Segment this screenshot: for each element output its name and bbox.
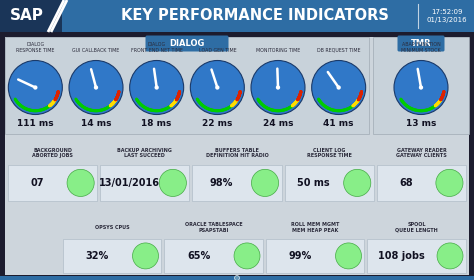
Circle shape — [33, 85, 37, 90]
Circle shape — [394, 60, 448, 115]
Text: 24 ms: 24 ms — [263, 120, 293, 129]
Text: MONITORING TIME: MONITORING TIME — [256, 48, 300, 53]
FancyBboxPatch shape — [266, 239, 365, 273]
Text: ROLL MEM MGMT
MEM HEAP PEAK: ROLL MEM MGMT MEM HEAP PEAK — [291, 222, 339, 233]
Text: ABAP FUNCTION
MINIMUM STOCK: ABAP FUNCTION MINIMUM STOCK — [401, 42, 441, 53]
Text: BUFFERS TABLE
DEFINITION HIT RADIO: BUFFERS TABLE DEFINITION HIT RADIO — [206, 148, 268, 158]
FancyBboxPatch shape — [0, 0, 62, 32]
FancyBboxPatch shape — [373, 37, 469, 134]
Text: 99%: 99% — [289, 251, 312, 261]
Circle shape — [252, 169, 279, 197]
Circle shape — [436, 169, 463, 197]
Circle shape — [344, 169, 371, 197]
Circle shape — [69, 60, 123, 115]
Text: 41 ms: 41 ms — [323, 120, 354, 129]
Text: CLIENT LOG
RESPONSE TIME: CLIENT LOG RESPONSE TIME — [307, 148, 352, 158]
Text: DIALOG
RESPONSE TIME: DIALOG RESPONSE TIME — [16, 42, 55, 53]
Text: 13 ms: 13 ms — [406, 120, 436, 129]
FancyBboxPatch shape — [5, 37, 469, 275]
Text: DB REQUEST TIME: DB REQUEST TIME — [317, 48, 360, 53]
Circle shape — [9, 60, 63, 115]
Text: BACKUP ARCHIVING
LAST SUCCEED: BACKUP ARCHIVING LAST SUCCEED — [118, 148, 172, 158]
Text: 32%: 32% — [86, 251, 109, 261]
Text: SPOOL
QUEUE LENGTH: SPOOL QUEUE LENGTH — [395, 222, 438, 233]
Circle shape — [133, 243, 158, 269]
FancyBboxPatch shape — [5, 37, 369, 134]
Text: ORACLE TABLESPACE
PSAPSTABI: ORACLE TABLESPACE PSAPSTABI — [185, 222, 243, 233]
Circle shape — [312, 60, 365, 115]
FancyBboxPatch shape — [0, 276, 474, 280]
Circle shape — [215, 85, 219, 90]
Text: 98%: 98% — [210, 178, 233, 188]
Circle shape — [251, 60, 305, 115]
FancyBboxPatch shape — [367, 239, 466, 273]
Text: 111 ms: 111 ms — [17, 120, 54, 129]
FancyBboxPatch shape — [192, 165, 282, 201]
Text: GUI CALLBACK TIME: GUI CALLBACK TIME — [73, 48, 119, 53]
Circle shape — [159, 169, 186, 197]
Circle shape — [337, 85, 341, 90]
Text: 14 ms: 14 ms — [81, 120, 111, 129]
Text: 18 ms: 18 ms — [141, 120, 172, 129]
Text: LOAD GEN TIME: LOAD GEN TIME — [199, 48, 236, 53]
FancyBboxPatch shape — [398, 36, 445, 52]
Circle shape — [191, 60, 244, 115]
FancyBboxPatch shape — [100, 165, 190, 201]
FancyBboxPatch shape — [63, 239, 162, 273]
Text: 13/01/2016: 13/01/2016 — [99, 178, 160, 188]
Text: 01/13/2016: 01/13/2016 — [427, 17, 467, 23]
Text: DIALOG: DIALOG — [169, 39, 205, 48]
Text: 108 jobs: 108 jobs — [378, 251, 425, 261]
Text: TMR: TMR — [410, 39, 431, 48]
Circle shape — [67, 169, 94, 197]
Circle shape — [235, 276, 239, 280]
Circle shape — [437, 243, 463, 269]
FancyBboxPatch shape — [8, 165, 97, 201]
Text: 22 ms: 22 ms — [202, 120, 233, 129]
Circle shape — [419, 85, 423, 90]
Text: OPSYS CPUS: OPSYS CPUS — [95, 225, 129, 230]
FancyBboxPatch shape — [0, 0, 474, 32]
Text: KEY PERFORMANCE INDICATORS: KEY PERFORMANCE INDICATORS — [121, 8, 389, 22]
Text: SAP: SAP — [10, 8, 44, 24]
Text: BACKGROUND
ABORTED JOBS: BACKGROUND ABORTED JOBS — [32, 148, 73, 158]
FancyBboxPatch shape — [146, 36, 228, 52]
FancyBboxPatch shape — [164, 239, 263, 273]
Circle shape — [336, 243, 362, 269]
Text: 68: 68 — [399, 178, 413, 188]
Circle shape — [276, 85, 280, 90]
FancyBboxPatch shape — [377, 165, 466, 201]
Circle shape — [155, 85, 159, 90]
Text: 50 ms: 50 ms — [297, 178, 330, 188]
Circle shape — [234, 243, 260, 269]
Text: 17:52:09: 17:52:09 — [431, 9, 463, 15]
Circle shape — [94, 85, 98, 90]
Circle shape — [130, 60, 183, 115]
Text: GATEWAY READER
GATEWAY CLIENTS: GATEWAY READER GATEWAY CLIENTS — [396, 148, 447, 158]
Text: 65%: 65% — [187, 251, 210, 261]
Text: DIALOG
FRONT END NET TIME: DIALOG FRONT END NET TIME — [131, 42, 182, 53]
FancyBboxPatch shape — [284, 165, 374, 201]
Text: 07: 07 — [30, 178, 44, 188]
